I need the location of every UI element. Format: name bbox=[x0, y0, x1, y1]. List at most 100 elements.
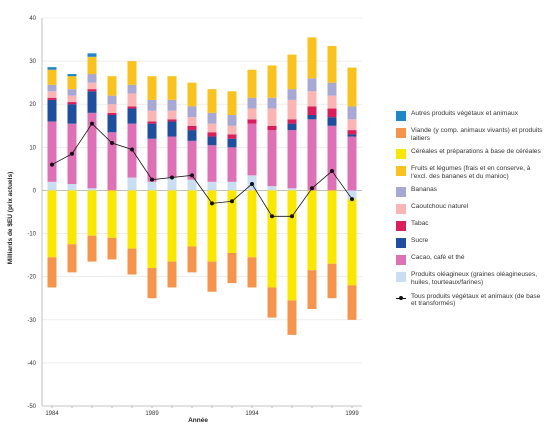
bar-segment bbox=[107, 237, 117, 260]
bar-segment bbox=[327, 263, 337, 299]
y-tick-label: 0 bbox=[33, 188, 37, 194]
legend-label: Céréales et préparations à base de céréa… bbox=[411, 148, 541, 156]
total-line-point bbox=[110, 141, 114, 146]
bar-segment bbox=[167, 136, 177, 178]
bar-segment bbox=[207, 261, 217, 292]
legend-item: Sucre bbox=[396, 237, 546, 249]
legend-label: Sucre bbox=[411, 237, 429, 245]
legend-item: Bananas bbox=[396, 186, 546, 198]
bar-segment bbox=[227, 134, 237, 139]
legend-swatch bbox=[396, 111, 406, 121]
bar-segment bbox=[87, 235, 97, 262]
bar-segments bbox=[47, 37, 357, 335]
bar-segment bbox=[47, 91, 57, 98]
total-line-point bbox=[230, 199, 234, 204]
bar-segment bbox=[287, 89, 297, 100]
bar-segment bbox=[327, 117, 337, 126]
bar-segment bbox=[307, 91, 317, 107]
y-tick-label: -50 bbox=[27, 404, 36, 410]
bar-segment bbox=[87, 74, 97, 83]
legend-label: Tous produits végétaux et animaux (de ba… bbox=[411, 292, 541, 308]
bar-segment bbox=[147, 181, 157, 191]
bar-segment bbox=[347, 190, 357, 200]
bar-segment bbox=[147, 268, 157, 299]
legend-item: Produits oléagineux (graines oléagineuse… bbox=[396, 271, 546, 286]
total-line bbox=[50, 121, 354, 219]
bar-segment bbox=[287, 54, 297, 90]
bar-segment bbox=[107, 132, 117, 191]
bar-segment bbox=[67, 76, 77, 90]
bar-segment bbox=[207, 112, 217, 124]
legend-line-swatch bbox=[396, 294, 406, 304]
bar-segment bbox=[167, 119, 177, 122]
total-line-path bbox=[51, 122, 353, 217]
bar-segment bbox=[187, 130, 197, 141]
bar-segment bbox=[247, 69, 257, 98]
bar-segment bbox=[107, 104, 117, 113]
bar-segment bbox=[287, 190, 297, 301]
bar-segment bbox=[267, 125, 277, 131]
bar-segment bbox=[187, 140, 197, 180]
bar-segment bbox=[327, 82, 337, 96]
total-line-point bbox=[330, 169, 334, 174]
bar-segment bbox=[167, 261, 177, 288]
bar-segment bbox=[307, 119, 317, 191]
bar-segment bbox=[147, 123, 157, 139]
legend-swatch bbox=[396, 238, 406, 249]
bar-segment bbox=[167, 121, 177, 137]
legend-swatch bbox=[396, 204, 406, 215]
legend-label: Viande (y comp. animaux vivants) et prod… bbox=[411, 127, 543, 142]
bar-segment bbox=[87, 112, 97, 189]
bar-segment bbox=[167, 99, 177, 111]
total-line-point bbox=[250, 181, 254, 186]
bar-segment bbox=[287, 119, 297, 124]
bar-segment bbox=[227, 147, 237, 182]
bar-segment bbox=[207, 181, 217, 191]
bar-segment bbox=[147, 76, 157, 100]
legend: Autres produits végétaux et animaux Viand… bbox=[396, 110, 546, 314]
bar-segment bbox=[147, 138, 157, 182]
y-axis-label: Milliards de $EU (prix actuels) bbox=[7, 172, 14, 264]
bar-segment bbox=[87, 53, 97, 57]
bar-segment bbox=[347, 106, 357, 120]
bar-segment bbox=[347, 285, 357, 320]
bar-segment bbox=[47, 69, 57, 85]
legend-label: Fruits et légumes (frais et en conserve,… bbox=[411, 165, 531, 180]
bar-segment bbox=[287, 99, 297, 120]
bar-segment bbox=[147, 190, 157, 269]
bar-segment bbox=[67, 190, 77, 245]
legend-item: Cacao, café et thé bbox=[396, 254, 546, 266]
x-axis-label: Année bbox=[188, 417, 208, 424]
bar-segment bbox=[267, 186, 277, 191]
total-line-point bbox=[150, 177, 154, 182]
bar-segment bbox=[67, 95, 77, 103]
bar-segment bbox=[207, 145, 217, 182]
x-tick-label: 1994 bbox=[245, 411, 259, 417]
bar-segment bbox=[187, 106, 197, 118]
legend-swatch bbox=[396, 187, 406, 198]
bar-segment bbox=[227, 138, 237, 148]
bar-segment bbox=[247, 97, 257, 109]
y-tick-label: -20 bbox=[27, 275, 36, 281]
bar-segment bbox=[67, 183, 77, 191]
bar-segment bbox=[327, 125, 337, 191]
bar-segment bbox=[127, 108, 137, 124]
y-tick-label: -40 bbox=[27, 361, 36, 367]
legend-item: Céréales et préparations à base de céréa… bbox=[396, 148, 546, 160]
bar-segment bbox=[47, 84, 57, 92]
x-axis-ticks: 1984 1989 1994 1999 bbox=[45, 406, 359, 417]
bar-segment bbox=[287, 300, 297, 335]
total-line-point bbox=[170, 175, 174, 180]
legend-label: Tabac bbox=[411, 220, 429, 228]
legend-label: Bananas bbox=[411, 186, 438, 194]
bar-segment bbox=[207, 123, 217, 133]
bar-segment bbox=[47, 67, 57, 70]
bar-segment bbox=[267, 108, 277, 126]
total-line-point bbox=[130, 147, 134, 152]
bar-segment bbox=[347, 134, 357, 137]
legend-item: Caoutchouc naturel bbox=[396, 203, 546, 215]
bar-segment bbox=[247, 108, 257, 120]
total-line-point bbox=[190, 173, 194, 178]
y-tick-label: 30 bbox=[29, 59, 36, 65]
